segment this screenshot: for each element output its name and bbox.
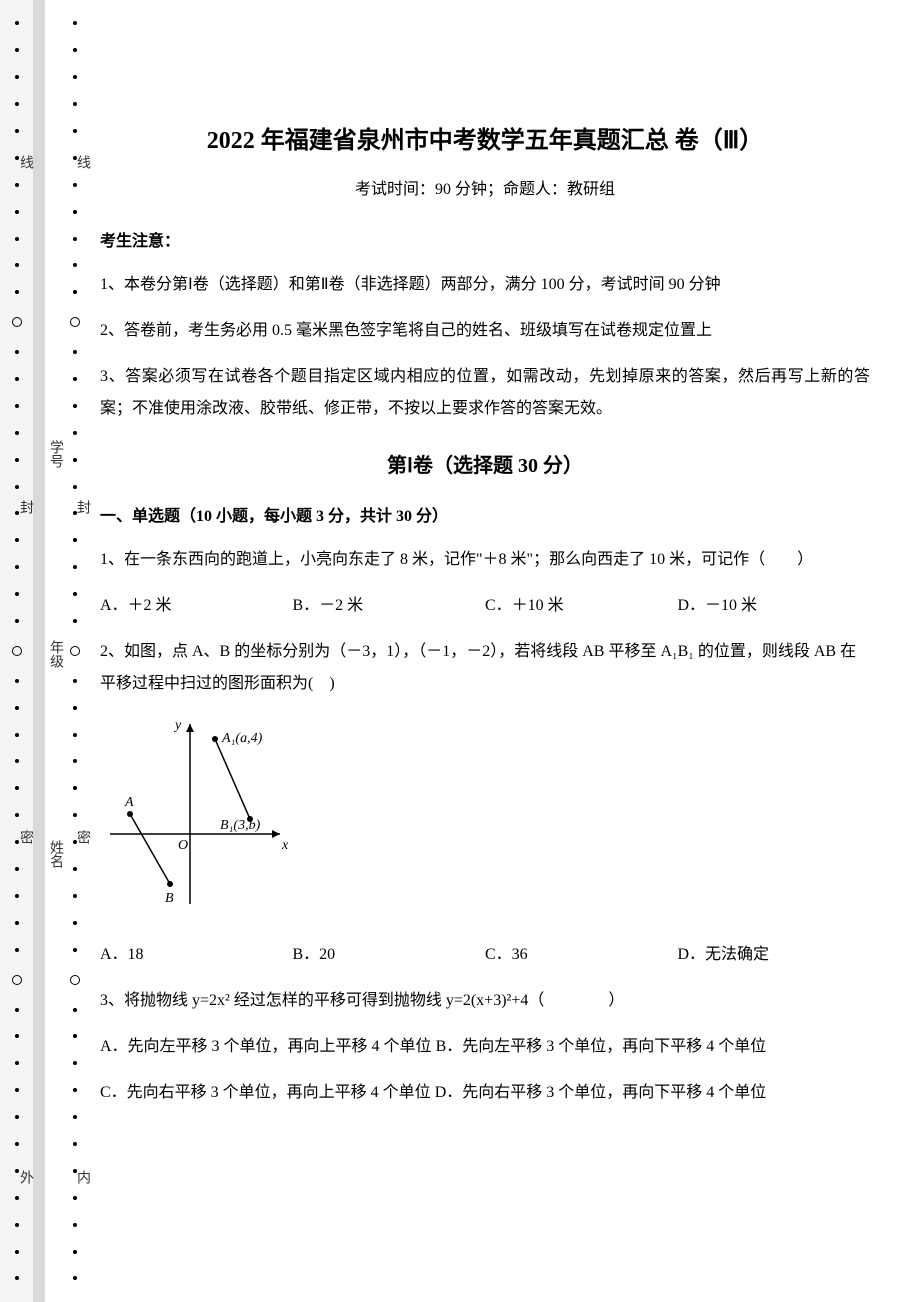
exam-title: 2022 年福建省泉州市中考数学五年真题汇总 卷（Ⅲ） [100, 120, 870, 155]
q2-option-a: A．18 [100, 939, 293, 971]
question-3-options-row2: C．先向右平移 3 个单位，再向上平移 4 个单位 D．先向右平移 3 个单位，… [100, 1077, 870, 1109]
question-3: 3、将抛物线 y=2x² 经过怎样的平移可得到抛物线 y=2(x+3)²+4（ … [100, 985, 870, 1017]
y-axis-label: y [173, 718, 182, 733]
inner-margin-strip [33, 0, 45, 1302]
q1-option-d: D．－10 米 [678, 590, 871, 622]
outer-label-4: 外 [15, 1170, 35, 1184]
field-label-2: 年级 [45, 640, 65, 668]
field-label-3: 姓名 [45, 840, 65, 868]
point-a-label: A [124, 795, 134, 810]
main-content: 2022 年福建省泉州市中考数学五年真题汇总 卷（Ⅲ） 考试时间：90 分钟；命… [100, 120, 890, 1123]
q2-option-b: B．20 [293, 939, 486, 971]
question-1: 1、在一条东西向的跑道上，小亮向东走了 8 米，记作"＋8 米"；那么向西走了 … [100, 544, 870, 576]
section-1-header: 一、单选题（10 小题，每小题 3 分，共计 30 分） [100, 502, 870, 526]
outer-dot-column [12, 0, 22, 1302]
q1-option-c: C．＋10 米 [485, 590, 678, 622]
q3-option-b: B．先向左平移 3 个单位，再向下平移 4 个单位 [436, 1038, 767, 1055]
inner-label-4: 内 [72, 1170, 92, 1184]
outer-label-3: 密 [15, 830, 35, 844]
notice-item-3: 3、答案必须写在试卷各个题目指定区域内相应的位置，如需改动，先划掉原来的答案，然… [100, 361, 870, 425]
inner-label-3: 密 [72, 830, 92, 844]
q3-option-d: D．先向右平移 3 个单位，再向下平移 4 个单位 [435, 1084, 767, 1101]
question-2: 2、如图，点 A、B 的坐标分别为（－3，1），（－1，－2），若将线段 AB … [100, 636, 870, 700]
inner-label-1: 线 [72, 155, 92, 169]
point-b-label: B [165, 891, 174, 906]
question-2-options: A．18 B．20 C．36 D．无法确定 [100, 939, 870, 971]
q2-option-c: C．36 [485, 939, 678, 971]
outer-label-2: 封 [15, 500, 35, 514]
q3-option-c: C．先向右平移 3 个单位，再向上平移 4 个单位 [100, 1084, 431, 1101]
question-1-options: A．＋2 米 B．－2 米 C．＋10 米 D．－10 米 [100, 590, 870, 622]
q1-option-a: A．＋2 米 [100, 590, 293, 622]
exam-subtitle: 考试时间：90 分钟；命题人：教研组 [100, 175, 870, 199]
field-label-1: 学号 [45, 440, 65, 468]
point-a1-label: A₁(a,4) [221, 731, 263, 746]
q1-option-b: B．－2 米 [293, 590, 486, 622]
point-b1-label: B₁(3,b) [220, 818, 261, 833]
outer-label-1: 线 [15, 155, 35, 169]
q2-coordinate-plot: x y O A B A₁(a,4) B₁(3,b) [100, 714, 300, 914]
notice-item-1: 1、本卷分第Ⅰ卷（选择题）和第Ⅱ卷（非选择题）两部分，满分 100 分，考试时间… [100, 269, 870, 301]
inner-dot-column [70, 0, 80, 1302]
x-axis-label: x [281, 838, 289, 853]
q3-option-a: A．先向左平移 3 个单位，再向上平移 4 个单位 [100, 1038, 432, 1055]
q2-option-d: D．无法确定 [678, 939, 871, 971]
notice-item-2: 2、答卷前，考生务必用 0.5 毫米黑色签字笔将自己的姓名、班级填写在试卷规定位… [100, 315, 870, 347]
origin-label: O [178, 838, 188, 853]
question-3-options-row1: A．先向左平移 3 个单位，再向上平移 4 个单位 B．先向左平移 3 个单位，… [100, 1031, 870, 1063]
notice-header: 考生注意： [100, 227, 870, 251]
inner-label-2: 封 [72, 500, 92, 514]
section-1-title: 第Ⅰ卷（选择题 30 分） [100, 449, 870, 478]
q2-figure: x y O A B A₁(a,4) B₁(3,b) [100, 714, 870, 919]
